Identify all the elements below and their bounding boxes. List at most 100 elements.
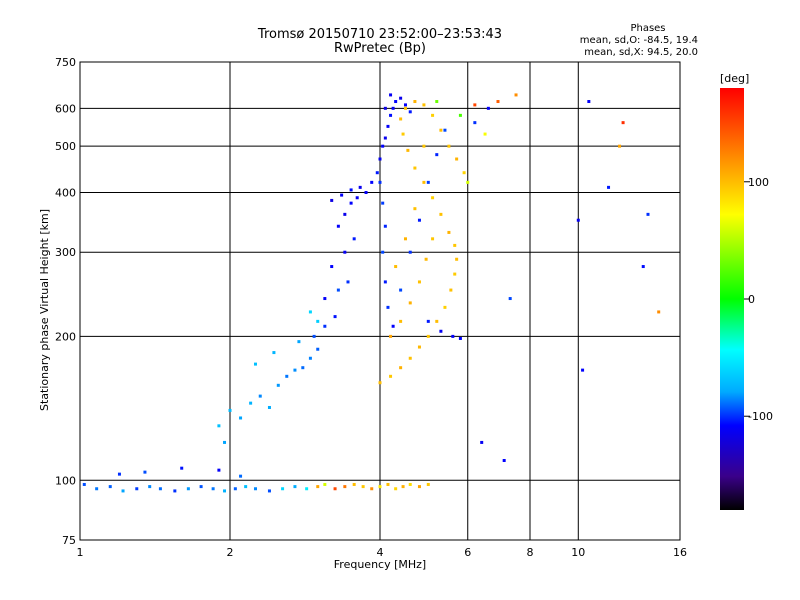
- data-point: [297, 340, 301, 344]
- data-point: [422, 103, 426, 107]
- data-point: [451, 334, 455, 338]
- data-point: [108, 485, 112, 489]
- data-point: [426, 334, 430, 338]
- data-point: [502, 458, 506, 462]
- data-point: [403, 237, 407, 241]
- y-tick-label: 750: [55, 56, 76, 69]
- colorbar-tick-label: -100: [748, 410, 773, 423]
- data-point: [417, 345, 421, 349]
- y-tick-label: 500: [55, 140, 76, 153]
- colorbar-tick-label: 100: [748, 176, 769, 189]
- data-point: [458, 336, 462, 340]
- data-point: [217, 468, 221, 472]
- data-point: [439, 128, 443, 132]
- data-point: [316, 319, 320, 323]
- x-tick-label: 16: [673, 546, 687, 559]
- x-axis-label: Frequency [MHz]: [334, 558, 426, 571]
- data-point: [346, 280, 350, 284]
- data-point: [422, 144, 426, 148]
- data-point: [323, 297, 327, 301]
- data-point: [95, 487, 99, 491]
- x-tick-label: 4: [377, 546, 384, 559]
- colorbar: [deg] 100 0 -100: [720, 72, 773, 510]
- data-point: [336, 288, 340, 292]
- data-point: [381, 201, 385, 205]
- data-point: [621, 121, 625, 125]
- data-point: [370, 487, 374, 491]
- data-point: [408, 110, 412, 114]
- data-point: [386, 305, 390, 309]
- data-point: [406, 148, 410, 152]
- y-tick-label: 75: [62, 534, 76, 547]
- data-point: [349, 188, 353, 192]
- data-point: [576, 218, 580, 222]
- data-point: [458, 113, 462, 117]
- data-point: [358, 185, 362, 189]
- data-point: [158, 487, 162, 491]
- data-point: [378, 157, 382, 161]
- data-point: [439, 329, 443, 333]
- chart-subtitle: RwPretec (Bp): [334, 41, 426, 56]
- data-point: [646, 212, 650, 216]
- data-point: [285, 374, 289, 378]
- data-point: [378, 381, 382, 385]
- data-point: [180, 466, 184, 470]
- data-point: [403, 103, 407, 107]
- y-tick-label: 200: [55, 330, 76, 343]
- data-point: [249, 401, 253, 405]
- y-axis-label: Stationary phase Virtual Height [km]: [38, 209, 51, 411]
- y-tick-label: 400: [55, 186, 76, 199]
- colorbar-ticks: 100 0 -100: [744, 176, 773, 423]
- data-point: [121, 489, 125, 493]
- x-tick-label: 10: [571, 546, 585, 559]
- data-point: [389, 113, 393, 117]
- data-point: [253, 487, 257, 491]
- y-tick-label: 100: [55, 474, 76, 487]
- data-point: [399, 319, 403, 323]
- data-point: [375, 171, 379, 175]
- data-point: [117, 472, 121, 476]
- data-point: [431, 237, 435, 241]
- data-point: [381, 144, 385, 148]
- data-point: [244, 485, 248, 489]
- data-point: [439, 212, 443, 216]
- data-point: [386, 482, 390, 486]
- data-point: [305, 487, 309, 491]
- data-point: [399, 96, 403, 100]
- y-axis-ticks: 75 100 200 300 400 500 600 750: [55, 56, 76, 547]
- data-point: [413, 166, 417, 170]
- data-point: [389, 374, 393, 378]
- data-point: [394, 265, 398, 269]
- data-point: [408, 356, 412, 360]
- data-point: [514, 93, 518, 97]
- data-point: [308, 310, 312, 314]
- data-point: [435, 319, 439, 323]
- data-point: [135, 487, 139, 491]
- data-point: [281, 487, 285, 491]
- data-point: [370, 180, 374, 184]
- data-point: [391, 106, 395, 110]
- data-point: [417, 485, 421, 489]
- data-point: [417, 280, 421, 284]
- data-point: [352, 482, 356, 486]
- data-point: [239, 416, 243, 420]
- data-point: [455, 257, 459, 261]
- data-point: [431, 196, 435, 200]
- data-point: [316, 485, 320, 489]
- data-point: [352, 237, 356, 241]
- data-point: [394, 487, 398, 491]
- data-point: [587, 100, 591, 104]
- phase-info-heading: Phases: [630, 23, 665, 34]
- colorbar-scale: [720, 88, 744, 510]
- data-point: [293, 485, 297, 489]
- data-point: [267, 405, 271, 409]
- data-point: [333, 487, 337, 491]
- data-point: [581, 368, 585, 372]
- data-point: [383, 280, 387, 284]
- phase-info-x: mean, sd,X: 94.5, 20.0: [584, 47, 698, 58]
- grid-lines: [80, 62, 680, 540]
- data-point: [453, 272, 457, 276]
- data-point: [343, 485, 347, 489]
- data-point: [330, 265, 334, 269]
